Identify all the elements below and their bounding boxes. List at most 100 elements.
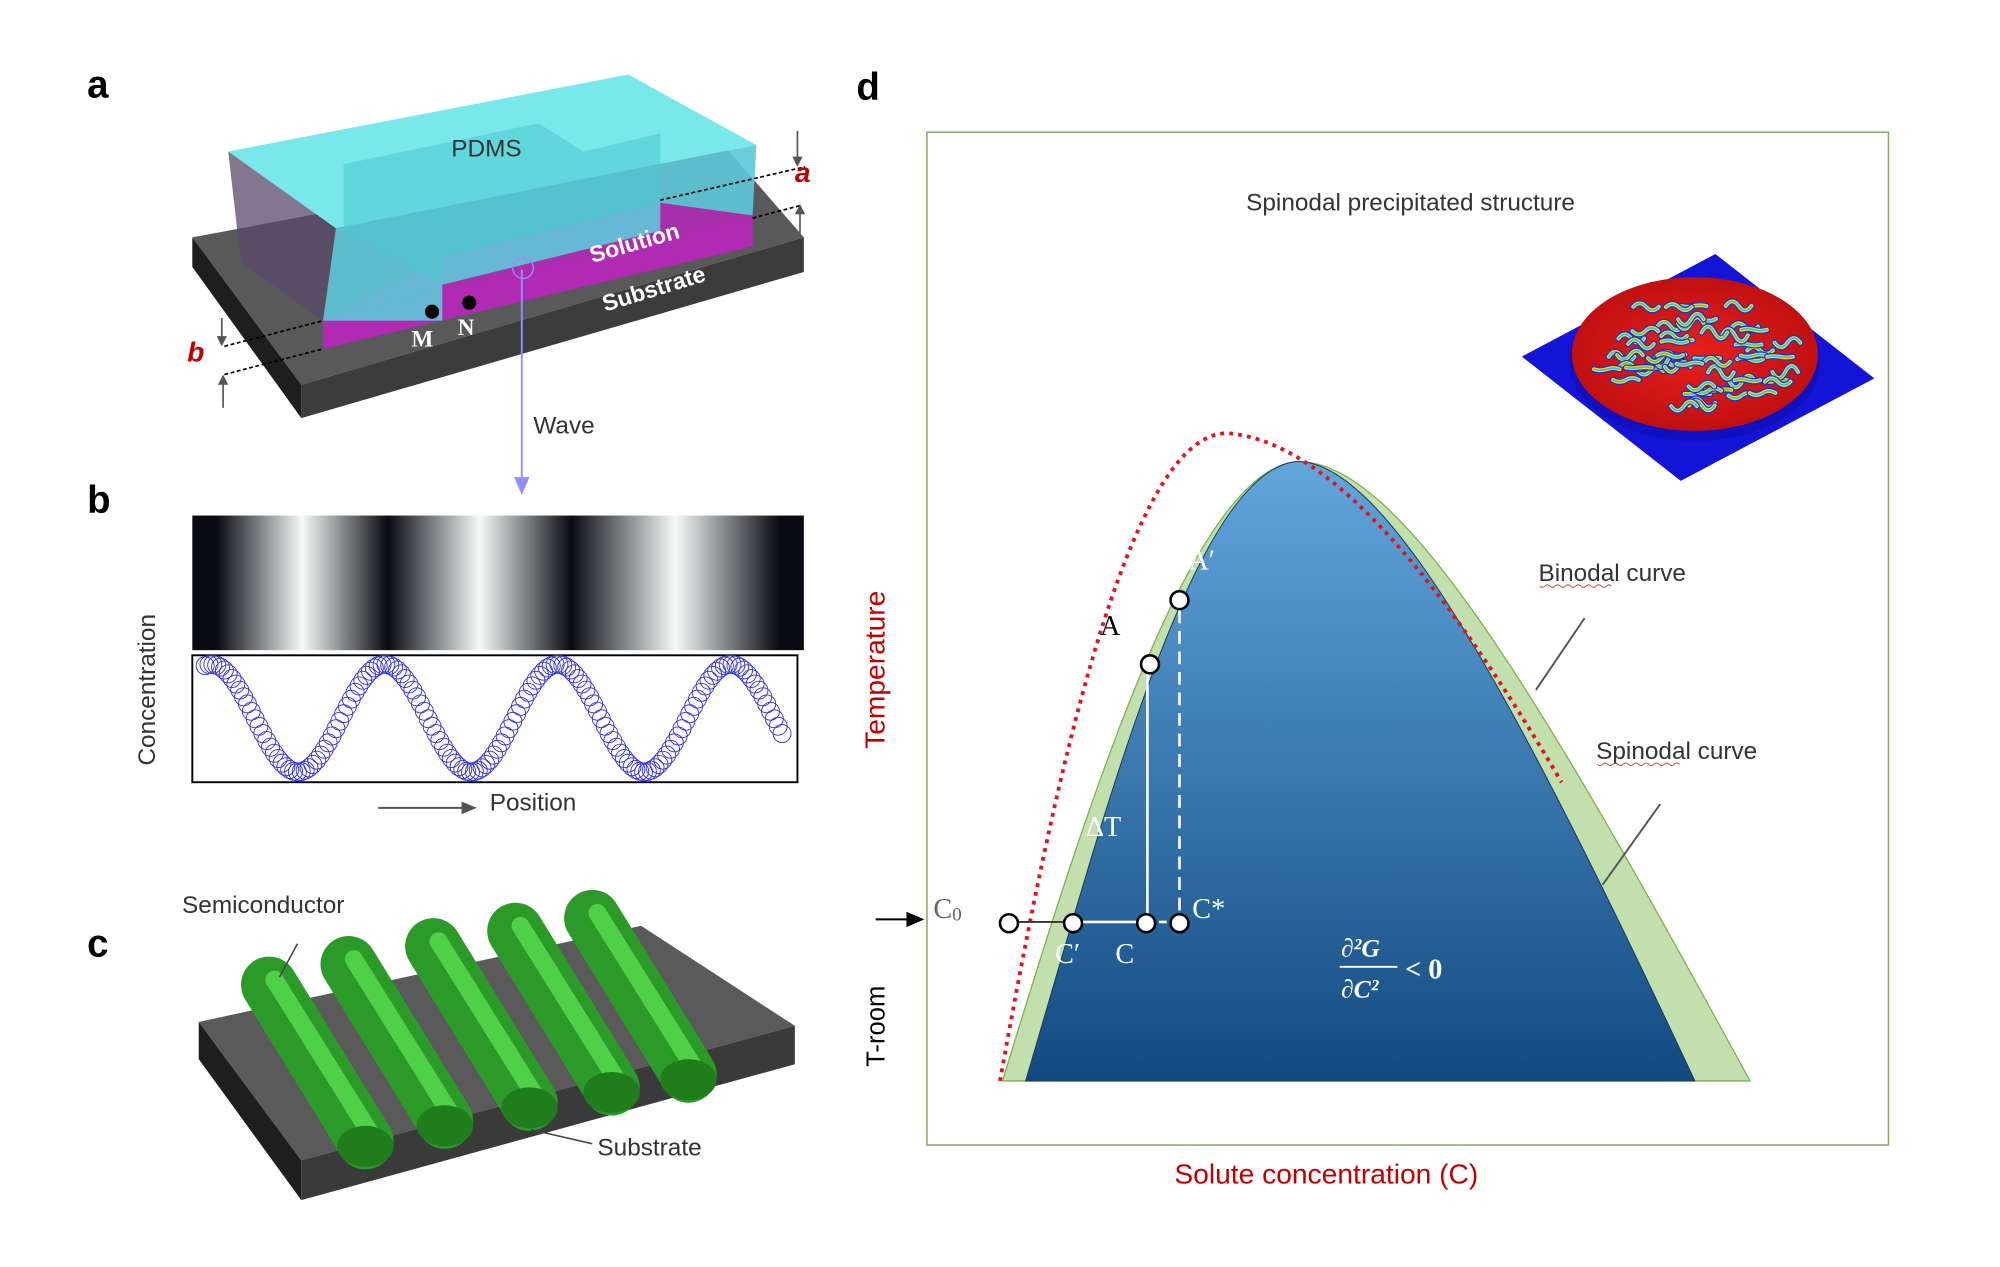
- panel-label-a: a: [87, 64, 109, 107]
- wave-marker: [468, 760, 488, 780]
- substrate-c-side: [198, 1021, 302, 1201]
- spinodal-region: [1024, 461, 1696, 1082]
- wave-marker: [295, 760, 315, 780]
- wave-marker: [772, 724, 792, 743]
- svg-text:< 0: < 0: [1405, 954, 1442, 985]
- c-label: C: [1115, 939, 1134, 970]
- wave-marker: [257, 731, 277, 751]
- solute-concentration-axis-label: Solute concentration (C): [1174, 1158, 1478, 1190]
- inset-title: Spinodal precipitated structure: [1246, 189, 1575, 216]
- dim-b-label: b: [187, 336, 204, 368]
- spinodal-curve-label: Spinodal curve: [1596, 738, 1757, 765]
- point-c0: [998, 912, 1020, 934]
- wave-marker: [218, 664, 238, 684]
- wave-source-circle: [512, 257, 534, 280]
- wave-marker: [430, 731, 450, 751]
- wave-marker: [634, 762, 654, 782]
- point-m-label: M: [412, 325, 434, 351]
- dotted-curve: [998, 431, 1564, 1082]
- wave-marker: [476, 755, 496, 774]
- semiconductor-label: Semiconductor: [182, 892, 344, 919]
- semiconductor-array: [198, 889, 795, 1201]
- substrate-front: [301, 237, 804, 419]
- point-a-prime: [1169, 589, 1190, 611]
- wave-marker: [718, 655, 738, 674]
- wave-marker: [453, 760, 473, 779]
- temperature-axis-label: Temperature: [859, 591, 891, 749]
- wave-marker: [461, 762, 480, 782]
- wave-marker: [695, 676, 715, 696]
- device-schematic: PDMS Solution Substrate M N a b Wave: [187, 74, 811, 496]
- point-a-prime-label: A′: [1188, 545, 1215, 576]
- wave-marker: [645, 758, 665, 778]
- wave-marker: [357, 665, 377, 685]
- wave-marker: [280, 760, 300, 779]
- point-a-label: A: [1100, 611, 1121, 642]
- wave-marker: [307, 750, 327, 770]
- wave-marker: [545, 655, 565, 674]
- wave-marker: [445, 753, 465, 773]
- wave-marker: [649, 755, 669, 774]
- wave-marker: [384, 657, 404, 677]
- wave-marker: [261, 737, 280, 757]
- wave-marker: [564, 664, 584, 684]
- panel-label-b: b: [87, 479, 111, 522]
- point-m-marker: [425, 304, 440, 319]
- wave-marker: [611, 743, 630, 763]
- wave-marker: [199, 655, 219, 674]
- wave-marker: [607, 737, 627, 757]
- wave-marker: [364, 658, 384, 678]
- concentration-axis-label: Concentration: [134, 614, 161, 766]
- wave-marker: [349, 676, 369, 696]
- semiconductor-stripe: [241, 956, 394, 1170]
- wave-marker: [641, 760, 661, 780]
- wave-marker: [657, 745, 677, 765]
- wave-marker: [272, 753, 292, 773]
- point-c: [1135, 912, 1157, 934]
- t-room-label: T-room: [863, 986, 891, 1067]
- wave-marker: [395, 669, 415, 688]
- wave-marker: [741, 669, 761, 688]
- substrate-side: [192, 237, 302, 419]
- pdms-side: [228, 151, 336, 321]
- binodal-curve-label: Binodal curve: [1538, 560, 1686, 587]
- wave-marker: [703, 665, 723, 685]
- wave-marker: [557, 657, 577, 677]
- wave-marker: [618, 753, 638, 773]
- delta-t-label: ΔT: [1086, 812, 1121, 843]
- wave-marker: [441, 749, 461, 768]
- semiconductor-stripe: [320, 936, 474, 1149]
- wave-marker: [299, 758, 319, 778]
- wave-marker: [211, 657, 230, 677]
- position-axis-label: Position: [490, 789, 577, 816]
- wave-marker: [311, 745, 330, 765]
- wave-marker: [434, 737, 454, 757]
- wave-marker: [264, 743, 284, 763]
- wave-marker: [288, 762, 307, 782]
- wave-marker: [653, 750, 673, 770]
- panel-label-d: d: [856, 66, 880, 109]
- spinodal-structure-inset: [1521, 254, 1875, 481]
- concentration-wave: [195, 654, 792, 782]
- wave-marker: [472, 758, 492, 778]
- dim-a-label: a: [795, 156, 811, 188]
- wave-marker: [222, 669, 242, 688]
- wave-label: Wave: [533, 413, 594, 440]
- panel-label-c: c: [87, 923, 108, 966]
- semiconductor-stripe: [405, 918, 558, 1131]
- wave-marker: [480, 750, 500, 770]
- c-prime-label: C′: [1055, 939, 1080, 970]
- svg-text:∂²G: ∂²G: [1341, 934, 1380, 963]
- point-n-marker: [462, 295, 477, 310]
- semiconductor-stripe: [564, 889, 717, 1103]
- wave-marker: [626, 760, 646, 779]
- wave-marker: [538, 658, 557, 678]
- spinodal-condition-formula: ∂²G ∂C² < 0: [1339, 934, 1442, 1004]
- svg-text:∂C²: ∂C²: [1341, 975, 1380, 1004]
- wave-marker: [303, 755, 323, 774]
- wave-marker: [345, 682, 365, 702]
- pdms-label: PDMS: [451, 136, 521, 163]
- wave-marker: [268, 749, 288, 768]
- wave-marker: [518, 682, 538, 702]
